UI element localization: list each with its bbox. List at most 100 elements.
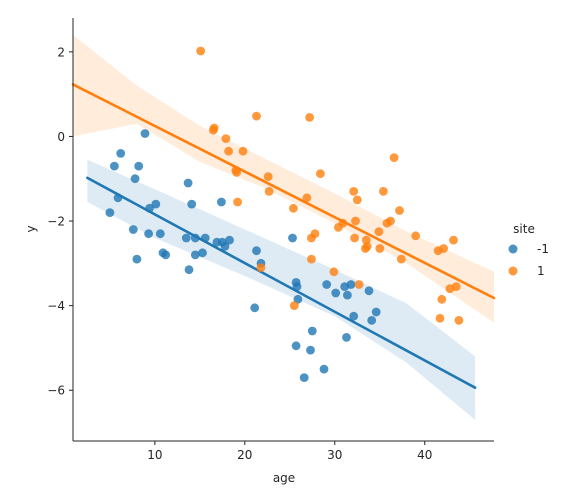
- point-neg1: [113, 193, 123, 203]
- point-pos1: [350, 233, 359, 243]
- point-pos1: [238, 146, 248, 156]
- point-pos1: [352, 195, 362, 205]
- point-pos1: [233, 197, 243, 207]
- point-neg1: [346, 280, 356, 289]
- x-tick-label: 30: [327, 448, 342, 462]
- point-neg1: [292, 282, 302, 291]
- point-pos1: [454, 316, 464, 325]
- point-pos1: [349, 187, 359, 196]
- point-neg1: [299, 373, 309, 382]
- point-pos1: [307, 254, 316, 264]
- point-neg1: [190, 250, 200, 260]
- point-neg1: [306, 345, 315, 355]
- point-neg1: [288, 233, 297, 243]
- point-neg1: [250, 303, 260, 313]
- scatter-points: [105, 46, 464, 382]
- point-neg1: [161, 250, 171, 260]
- confidence-bands: [73, 34, 494, 420]
- point-pos1: [224, 146, 234, 156]
- x-tick-label: 20: [237, 448, 252, 462]
- point-pos1: [316, 169, 325, 179]
- point-pos1: [451, 282, 461, 291]
- x-tick-label: 10: [147, 448, 162, 462]
- point-pos1: [389, 153, 399, 163]
- point-neg1: [220, 242, 230, 251]
- point-pos1: [209, 123, 219, 133]
- ci-band-pos1: [73, 34, 494, 323]
- point-neg1: [132, 254, 142, 264]
- point-neg1: [200, 233, 210, 243]
- point-pos1: [263, 172, 273, 182]
- legend-title: site: [513, 222, 535, 236]
- point-pos1: [302, 193, 312, 203]
- point-pos1: [374, 227, 384, 237]
- point-neg1: [217, 197, 226, 207]
- legend-label-1: 1: [537, 264, 545, 278]
- point-pos1: [354, 280, 364, 289]
- legend-marker-1: [508, 266, 518, 276]
- y-tick-label: −4: [47, 299, 65, 313]
- regression-lines: [71, 83, 496, 390]
- point-pos1: [396, 254, 406, 264]
- point-neg1: [190, 233, 200, 243]
- point-neg1: [116, 149, 126, 158]
- point-pos1: [435, 313, 445, 323]
- point-neg1: [187, 199, 197, 209]
- point-neg1: [151, 199, 161, 209]
- point-neg1: [140, 129, 150, 138]
- point-pos1: [449, 235, 458, 245]
- legend: site -1 1: [508, 222, 549, 278]
- y-axis-label: y: [24, 225, 38, 232]
- point-neg1: [105, 208, 115, 218]
- point-pos1: [310, 229, 320, 239]
- y-tick-label: −2: [47, 215, 65, 229]
- point-pos1: [437, 294, 447, 304]
- point-pos1: [362, 242, 372, 251]
- point-neg1: [184, 265, 194, 275]
- y-tick-label: 2: [57, 45, 65, 59]
- point-neg1: [145, 203, 154, 213]
- point-pos1: [196, 46, 206, 56]
- x-axis-label: age: [273, 471, 295, 485]
- point-pos1: [256, 263, 266, 272]
- point-neg1: [367, 316, 377, 325]
- point-pos1: [379, 187, 388, 196]
- point-neg1: [128, 225, 138, 234]
- point-pos1: [232, 168, 242, 177]
- point-neg1: [349, 311, 359, 321]
- point-pos1: [375, 244, 385, 253]
- point-neg1: [155, 229, 165, 239]
- point-pos1: [329, 267, 339, 277]
- point-pos1: [411, 231, 421, 241]
- point-neg1: [110, 161, 119, 171]
- point-pos1: [351, 216, 360, 226]
- point-neg1: [307, 326, 317, 336]
- fit-line-neg1: [86, 176, 477, 390]
- y-tick-label: 0: [57, 130, 65, 144]
- legend-label-neg1: -1: [537, 242, 549, 256]
- legend-marker-neg1: [508, 244, 518, 254]
- point-pos1: [395, 206, 404, 215]
- point-neg1: [322, 280, 332, 289]
- point-neg1: [144, 229, 154, 239]
- point-neg1: [343, 290, 352, 300]
- point-pos1: [289, 203, 298, 213]
- point-pos1: [221, 134, 231, 144]
- point-neg1: [181, 233, 191, 243]
- point-pos1: [264, 187, 274, 196]
- point-pos1: [252, 111, 261, 121]
- point-neg1: [130, 174, 140, 184]
- point-neg1: [225, 235, 234, 245]
- y-tick-label: −6: [47, 384, 65, 398]
- point-pos1: [338, 218, 348, 228]
- point-neg1: [134, 161, 144, 171]
- fit-line-pos1: [71, 83, 496, 300]
- ci-band-neg1: [87, 159, 476, 420]
- x-tick-label: 40: [417, 448, 432, 462]
- point-neg1: [319, 364, 329, 374]
- point-neg1: [252, 246, 261, 256]
- point-neg1: [371, 307, 381, 317]
- point-neg1: [331, 288, 341, 298]
- point-pos1: [305, 113, 314, 122]
